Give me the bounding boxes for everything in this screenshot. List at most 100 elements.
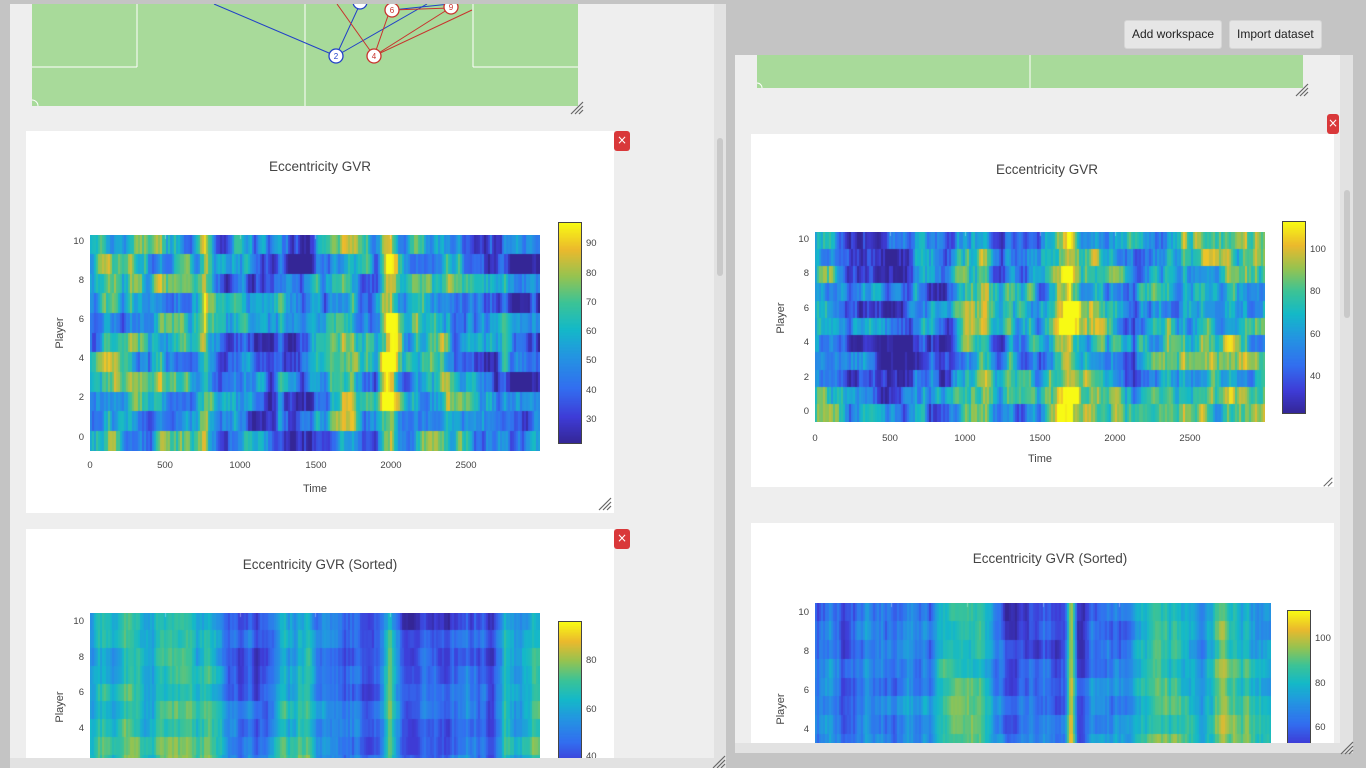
scroll-thumb[interactable] [1344,190,1350,318]
pitch-view [751,55,1303,94]
x-tick-label: 0 [812,433,817,444]
y-tick-label: 6 [79,314,84,325]
workspace-left-hscrollbar[interactable] [10,758,726,768]
y-tick-label: 10 [798,607,809,618]
chart-panel-eccentricity-gvr: Eccentricity GVR 10 8 6 4 2 0 Player 0 5… [26,131,614,513]
x-axis-ticks: 0 500 1000 1500 2000 2500 [812,433,1200,444]
workspace-left-scrollbar[interactable] [714,4,726,758]
y-tick-label: 8 [804,646,809,657]
y-tick-label: 6 [804,303,809,314]
svg-text:4: 4 [372,52,377,61]
colorbar-tick-label: 60 [1315,722,1326,733]
x-tick-label: 2000 [380,460,401,471]
y-axis-title: Player [54,317,66,349]
y-tick-label: 10 [798,234,809,245]
heatmap-plot[interactable] [815,232,1265,422]
heatmap-plot[interactable] [90,613,540,758]
y-tick-label: 0 [804,406,809,417]
colorbar-tick-label: 100 [1310,244,1326,255]
y-tick-label: 10 [73,616,84,627]
close-panel-button[interactable]: × [614,131,630,151]
x-tick-label: 2500 [1179,433,1200,444]
y-axis-ticks: 10 8 6 4 [798,607,809,735]
chart-panel-eccentricity-gvr-sorted: Eccentricity GVR (Sorted) 10 8 6 4 Playe… [751,523,1334,743]
resize-handle-icon[interactable] [1295,83,1309,97]
pitch-drawing: 2 4 6 9 [25,4,578,113]
y-axis-title: Player [775,302,787,334]
svg-text:2: 2 [334,52,339,61]
colorbar-tick-label: 100 [1315,633,1331,644]
colorbar-tick-label: 40 [1310,371,1321,382]
workspace-right-hscrollbar[interactable] [735,743,1353,753]
y-tick-label: 10 [73,236,84,247]
workspace-right[interactable]: Eccentricity GVR 10 8 6 4 2 0 Player 0 5… [735,55,1340,743]
player-marker[interactable]: 6 [384,4,400,18]
close-panel-button[interactable]: × [614,529,630,549]
scroll-thumb[interactable] [717,138,723,276]
chart-panel-eccentricity-gvr-sorted: Eccentricity GVR (Sorted) 10 8 6 4 2 Pla… [26,529,614,758]
x-tick-label: 2500 [455,460,476,471]
chart-title: Eccentricity GVR (Sorted) [242,557,398,572]
y-axis-ticks: 10 8 6 4 2 [73,616,84,734]
x-axis-title: Time [1027,453,1053,465]
heatmap-plot[interactable] [815,603,1271,743]
colorbar-ticks: 100 80 60 40 [1310,244,1326,382]
x-tick-label: 2000 [1104,433,1125,444]
chart-title: Eccentricity GVR [995,162,1099,177]
y-tick-label: 8 [79,275,84,286]
resize-handle-icon[interactable] [570,101,584,115]
y-tick-label: 8 [804,268,809,279]
pitch-drawing [751,55,1031,94]
chart-panel-eccentricity-gvr: Eccentricity GVR 10 8 6 4 2 0 Player 0 5… [751,134,1334,487]
colorbar-tick-label: 80 [586,268,597,279]
workspace-left[interactable]: 2 4 6 9 Eccentricity GVR 10 8 6 4 [10,4,714,758]
add-workspace-button[interactable]: Add workspace [1124,20,1223,49]
x-tick-label: 500 [882,433,898,444]
workspace-right-scrollbar[interactable] [1340,55,1353,743]
colorbar-ticks: 90 80 70 60 50 40 30 [586,238,597,425]
colorbar [558,621,582,758]
close-panel-button[interactable]: × [1327,114,1339,134]
colorbar-tick-label: 70 [586,297,597,308]
colorbar-tick-label: 50 [586,355,597,366]
player-marker[interactable]: 9 [443,4,459,15]
y-tick-label: 4 [804,337,809,348]
x-axis-ticks: 0 500 1000 1500 2000 2500 [87,460,476,471]
x-tick-label: 1500 [1029,433,1050,444]
colorbar-tick-label: 80 [586,655,597,666]
colorbar [1287,610,1311,743]
colorbar-tick-label: 40 [586,385,597,396]
y-tick-label: 2 [804,372,809,383]
pitch-view: 2 4 6 9 [25,4,578,113]
y-axis-ticks: 10 8 6 4 2 0 [73,236,84,443]
y-axis-ticks: 10 8 6 4 2 0 [798,234,809,417]
heatmap-plot[interactable] [90,235,540,451]
y-tick-label: 2 [79,392,84,403]
y-tick-label: 6 [79,687,84,698]
chart-title: Eccentricity GVR (Sorted) [972,551,1128,566]
y-axis-title: Player [775,693,787,725]
svg-text:6: 6 [390,6,395,15]
y-tick-label: 4 [79,353,84,364]
resize-handle-icon[interactable] [598,497,612,511]
resize-handle-icon[interactable] [712,755,726,768]
colorbar-tick-label: 40 [586,751,597,758]
resize-handle-icon[interactable] [1323,477,1333,487]
player-marker[interactable]: 4 [366,48,382,64]
x-tick-label: 1000 [229,460,250,471]
x-axis-title: Time [302,483,328,495]
y-tick-label: 8 [79,652,84,663]
import-dataset-button[interactable]: Import dataset [1229,20,1322,49]
colorbar-tick-label: 80 [1310,286,1321,297]
colorbar-tick-label: 60 [586,704,597,715]
x-tick-label: 0 [87,460,92,471]
player-marker[interactable]: 2 [328,48,344,64]
x-tick-label: 1500 [305,460,326,471]
colorbar [1282,221,1306,414]
svg-text:9: 9 [449,4,454,12]
colorbar-ticks: 100 80 60 [1315,633,1331,733]
colorbar-tick-label: 90 [586,238,597,249]
y-axis-title: Player [54,691,66,723]
chart-title: Eccentricity GVR [268,159,372,174]
resize-handle-icon[interactable] [1340,741,1354,755]
